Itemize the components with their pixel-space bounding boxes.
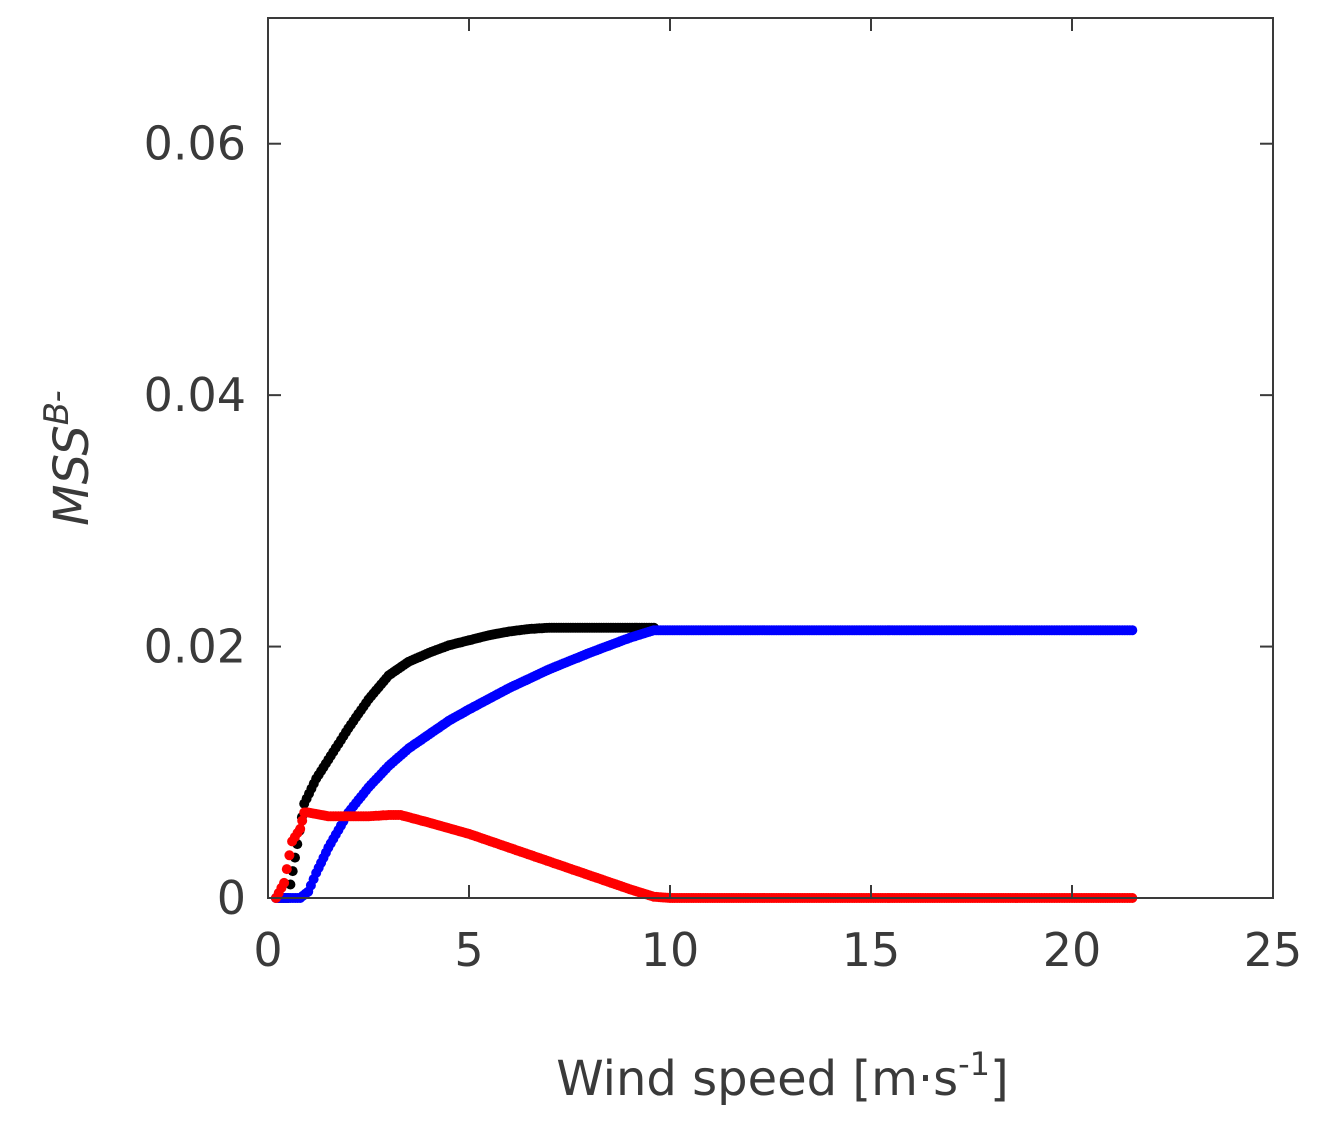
data-point [1127,625,1138,636]
y-axis-title: MSSB- [37,390,100,526]
y-tick-label: 0.04 [144,368,246,422]
y-tick-label: 0.06 [144,117,246,171]
ticks: 0 5 10 15 20 25 0 0.02 0.04 0.06 [144,18,1303,977]
x-tick-label: 0 [253,923,282,977]
data-point [279,877,290,888]
data-point [297,815,308,826]
axes [267,17,1274,899]
series-0 [271,622,659,903]
y-axis-title-main: MSS [44,425,100,526]
x-axis-title: Wind speed [m·s-1] [556,1045,1009,1107]
x-tick-label: 20 [1043,923,1102,977]
plot-area [271,622,1138,903]
y-axis-title-superscript: B- [37,390,77,425]
x-axis-title-close: ] [990,1051,1009,1107]
x-tick-label: 5 [454,923,483,977]
data-point [295,823,306,834]
x-tick-label: 25 [1244,923,1303,977]
data-point [281,864,292,875]
y-tick-label: 0.02 [144,620,246,674]
x-tick-label: 15 [842,923,901,977]
data-point [284,850,295,861]
axes-box [267,17,1274,899]
series-1 [271,625,1138,903]
x-axis-title-superscript: -1 [958,1045,990,1083]
y-tick-label: 0 [217,871,246,925]
series-2 [271,807,1138,903]
x-axis-title-main: Wind speed [m·s [556,1051,958,1107]
x-tick-label: 10 [641,923,700,977]
